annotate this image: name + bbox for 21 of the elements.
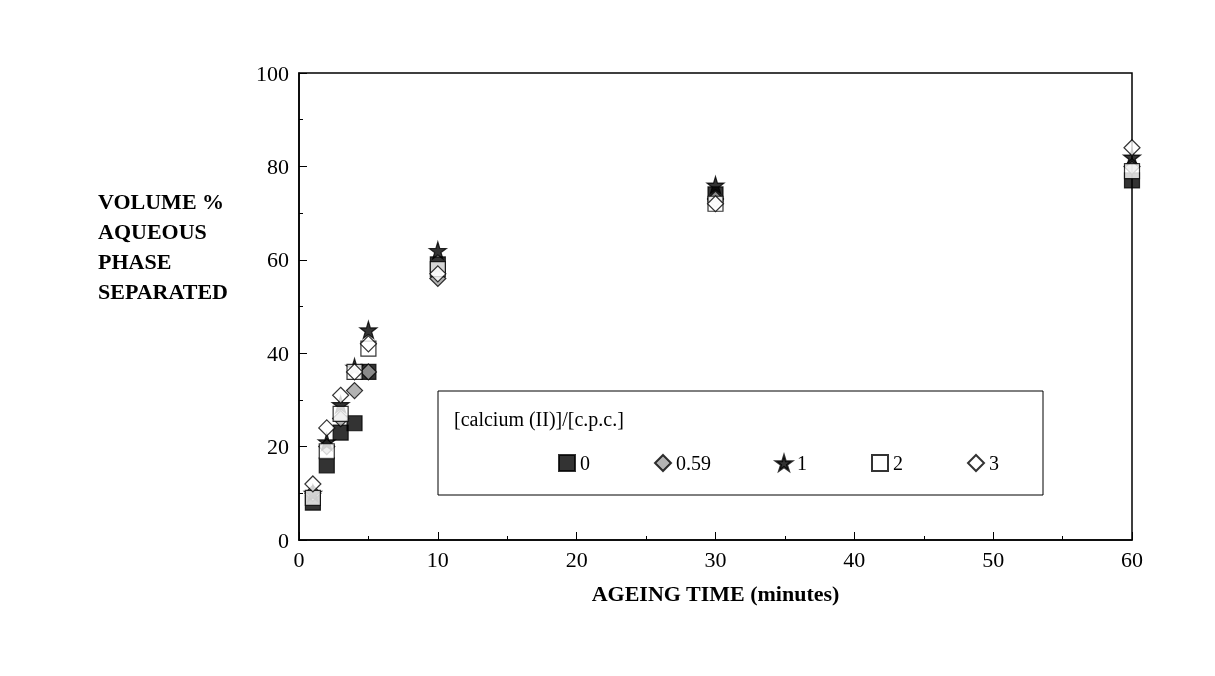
legend-label: 1 (797, 452, 807, 474)
x-tick-label: 0 (293, 546, 305, 572)
legend-label: 0.59 (676, 452, 711, 474)
y-tick-label: 100 (256, 60, 289, 86)
legend-label: 3 (989, 452, 999, 474)
y-tick-label: 80 (267, 153, 289, 179)
x-tick-label: 60 (1121, 546, 1143, 572)
y-tick-label: 0 (278, 527, 289, 553)
x-tick-label: 40 (843, 546, 866, 572)
y-tick-label: 60 (267, 247, 289, 273)
y-axis-title: VOLUME % AQUEOUS PHASE SEPARATED (98, 188, 230, 304)
x-tick-label: 30 (704, 546, 727, 572)
y-tick-label: 20 (267, 434, 289, 460)
legend-label: 0 (580, 452, 590, 474)
x-tick-label: 10 (426, 546, 449, 572)
legend-title: [calcium (II)]/[c.p.c.] (454, 408, 624, 431)
x-tick-label: 50 (982, 546, 1005, 572)
y-tick-label: 40 (267, 340, 289, 366)
legend-label: 2 (893, 452, 903, 474)
x-tick-label: 20 (565, 546, 588, 572)
x-axis-title: AGEING TIME (minutes) (591, 580, 840, 606)
